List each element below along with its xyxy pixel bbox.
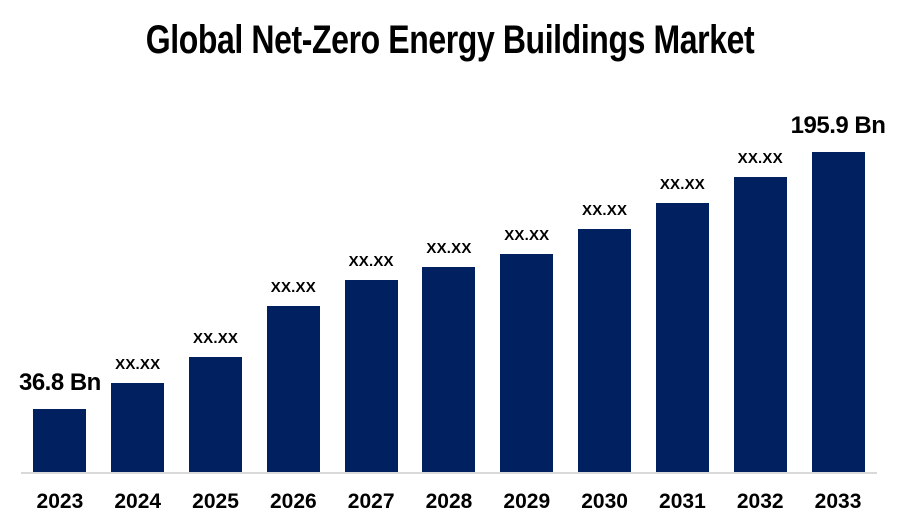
bar-value-label-2033: 195.9 Bn <box>790 112 886 139</box>
x-axis-labels: 2023 2024 2025 2026 2027 2028 2029 2030 2031 2032… <box>21 474 877 514</box>
x-axis-label-2023: 2023 <box>36 490 84 513</box>
bar-column-2031: XX.XX <box>644 176 722 472</box>
x-axis-label-2032: 2032 <box>736 490 784 513</box>
bar-value-label-2025: XX.XX <box>192 330 239 347</box>
x-axis-label-2026: 2026 <box>269 490 317 513</box>
bars-row: 36.8 Bn XX.XX XX.XX XX.XX XX.XX XX.XX XX.XX XX.… <box>18 92 886 474</box>
bar-column-2029: XX.XX <box>488 227 566 472</box>
bar-column-2030: XX.XX <box>566 202 644 472</box>
bar-2025 <box>189 357 243 472</box>
bar-2027 <box>344 280 398 472</box>
bar-column-2023: 36.8 Bn <box>18 369 101 472</box>
bar-value-label-2028: XX.XX <box>426 240 472 257</box>
x-axis-label-2029: 2029 <box>503 490 551 513</box>
bar-value-label-2031: XX.XX <box>659 176 705 193</box>
bar-value-label-2023: 36.8 Bn <box>18 369 101 396</box>
x-axis-label-2025: 2025 <box>192 490 239 513</box>
bar-2031 <box>655 203 709 472</box>
bar-column-2024: XX.XX <box>99 356 177 472</box>
bar-column-2028: XX.XX <box>410 240 488 472</box>
x-axis-label-2033: 2033 <box>814 490 862 513</box>
bar-2023 <box>33 409 87 472</box>
bar-value-label-2032: XX.XX <box>737 150 783 167</box>
bar-2029 <box>500 254 554 472</box>
bar-value-label-2026: XX.XX <box>270 279 316 296</box>
bar-column-2026: XX.XX <box>254 279 332 472</box>
bar-column-2027: XX.XX <box>332 253 410 472</box>
bar-value-label-2029: XX.XX <box>504 227 550 244</box>
bar-2028 <box>422 267 476 472</box>
bar-value-label-2027: XX.XX <box>348 253 394 270</box>
chart-title: Global Net-Zero Energy Buildings Market <box>145 18 755 62</box>
bar-value-label-2030: XX.XX <box>582 202 628 219</box>
bar-2026 <box>266 306 320 472</box>
bar-2033 <box>811 152 865 472</box>
x-axis-label-2027: 2027 <box>347 490 395 513</box>
x-axis-label-2031: 2031 <box>659 490 706 513</box>
bar-column-2032: XX.XX <box>721 150 799 472</box>
bar-column-2025: XX.XX <box>177 330 255 472</box>
bar-column-2033: 195.9 Bn <box>791 112 886 472</box>
bar-2032 <box>733 177 787 472</box>
bar-2024 <box>111 383 165 472</box>
x-axis-label-2024: 2024 <box>114 490 162 513</box>
bar-2030 <box>578 229 632 472</box>
x-axis-label-2028: 2028 <box>425 490 473 513</box>
x-axis-label-2030: 2030 <box>581 490 628 513</box>
bar-value-label-2024: XX.XX <box>115 356 161 373</box>
plot-area: 36.8 Bn XX.XX XX.XX XX.XX XX.XX XX.XX XX.XX XX.… <box>18 92 886 514</box>
